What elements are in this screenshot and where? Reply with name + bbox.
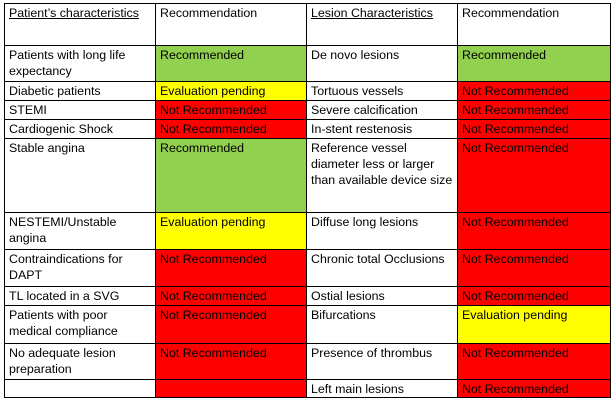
patient-recommendation-cell: Not Recommended	[155, 305, 307, 344]
patient-recommendation-cell: Not Recommended	[155, 119, 307, 140]
table-row: Diabetic patients Evaluation pending Tortu…	[4, 81, 611, 102]
lesion-recommendation-cell: Not Recommended	[457, 100, 611, 121]
lesion-characteristic-cell: Severe calcification	[306, 100, 458, 121]
lesion-characteristic-cell: De novo lesions	[306, 44, 458, 83]
patient-recommendation-cell: Evaluation pending	[155, 81, 307, 102]
patient-characteristic-cell: Cardiogenic Shock	[4, 119, 156, 140]
patient-characteristic-cell: Stable angina	[4, 138, 156, 213]
table-row: NESTEMI/Unstable angina Evaluation pendin…	[4, 211, 611, 251]
lesion-recommendation-cell: Not Recommended	[457, 81, 611, 102]
patient-recommendation-cell: Not Recommended	[155, 249, 307, 288]
lesion-characteristic-cell: Chronic total Occlusions	[306, 249, 458, 288]
table-row: Contraindications for DAPT Not Recommende…	[4, 249, 611, 288]
lesion-characteristic-cell: Reference vessel diameter less or larger…	[306, 138, 458, 213]
patient-characteristic-cell: STEMI	[4, 100, 156, 121]
lesion-recommendation-cell: Recommended	[457, 44, 611, 83]
header-lesion-characteristics: Lesion Characteristics	[306, 3, 458, 46]
patient-recommendation-cell: Not Recommended	[155, 100, 307, 121]
patient-recommendation-cell	[155, 378, 307, 399]
patient-characteristic-cell: Patients with poor medical compliance	[4, 305, 156, 344]
lesion-recommendation-cell: Evaluation pending	[457, 305, 611, 344]
patient-characteristic-cell: Contraindications for DAPT	[4, 249, 156, 288]
lesion-characteristic-cell: Presence of thrombus	[306, 342, 458, 380]
patient-characteristic-cell: TL located in a SVG	[4, 286, 156, 307]
lesion-recommendation-cell: Not Recommended	[457, 138, 611, 213]
table-row: No adequate lesion preparation Not Recomm…	[4, 342, 611, 380]
table-row: Patients with poor medical compliance Not…	[4, 305, 611, 344]
table-row: Cardiogenic Shock Not Recommended In-stent…	[4, 119, 611, 140]
lesion-recommendation-cell: Not Recommended	[457, 119, 611, 140]
header-recommendation-patient: Recommendation	[155, 3, 307, 46]
patient-characteristic-cell: No adequate lesion preparation	[4, 342, 156, 380]
lesion-recommendation-cell: Not Recommended	[457, 286, 611, 307]
patient-recommendation-cell: Not Recommended	[155, 342, 307, 380]
header-recommendation-lesion: Recommendation	[457, 3, 611, 46]
header-row: Patient’s characteristics Recommendation…	[4, 3, 611, 46]
table-row: Left main lesions Not Recommended	[4, 378, 611, 399]
patient-recommendation-cell: Not Recommended	[155, 286, 307, 307]
patient-recommendation-cell: Recommended	[155, 138, 307, 213]
table-row: STEMI Not Recommended Severe calcification…	[4, 100, 611, 121]
lesion-characteristic-cell: Tortuous vessels	[306, 81, 458, 102]
patient-characteristic-cell: Diabetic patients	[4, 81, 156, 102]
patient-characteristic-cell	[4, 378, 156, 399]
patient-recommendation-cell: Evaluation pending	[155, 211, 307, 251]
header-patient-characteristics: Patient’s characteristics	[4, 3, 156, 46]
table-row: TL located in a SVG Not Recommended Ostial…	[4, 286, 611, 307]
lesion-characteristic-cell: Ostial lesions	[306, 286, 458, 307]
lesion-recommendation-cell: Not Recommended	[457, 211, 611, 251]
table-row: Patients with long life expectancy Recomm…	[4, 44, 611, 83]
patient-characteristic-cell: NESTEMI/Unstable angina	[4, 211, 156, 251]
lesion-recommendation-cell: Not Recommended	[457, 249, 611, 288]
lesion-characteristic-cell: Left main lesions	[306, 378, 458, 399]
lesion-characteristic-cell: Bifurcations	[306, 305, 458, 344]
recommendation-table: Patient’s characteristics Recommendation…	[4, 3, 611, 399]
table-row: Stable angina Recommended Reference vessel…	[4, 138, 611, 213]
lesion-characteristic-cell: Diffuse long lesions	[306, 211, 458, 251]
patient-recommendation-cell: Recommended	[155, 44, 307, 83]
lesion-recommendation-cell: Not Recommended	[457, 378, 611, 399]
lesion-characteristic-cell: In-stent restenosis	[306, 119, 458, 140]
lesion-recommendation-cell: Not Recommended	[457, 342, 611, 380]
patient-characteristic-cell: Patients with long life expectancy	[4, 44, 156, 83]
